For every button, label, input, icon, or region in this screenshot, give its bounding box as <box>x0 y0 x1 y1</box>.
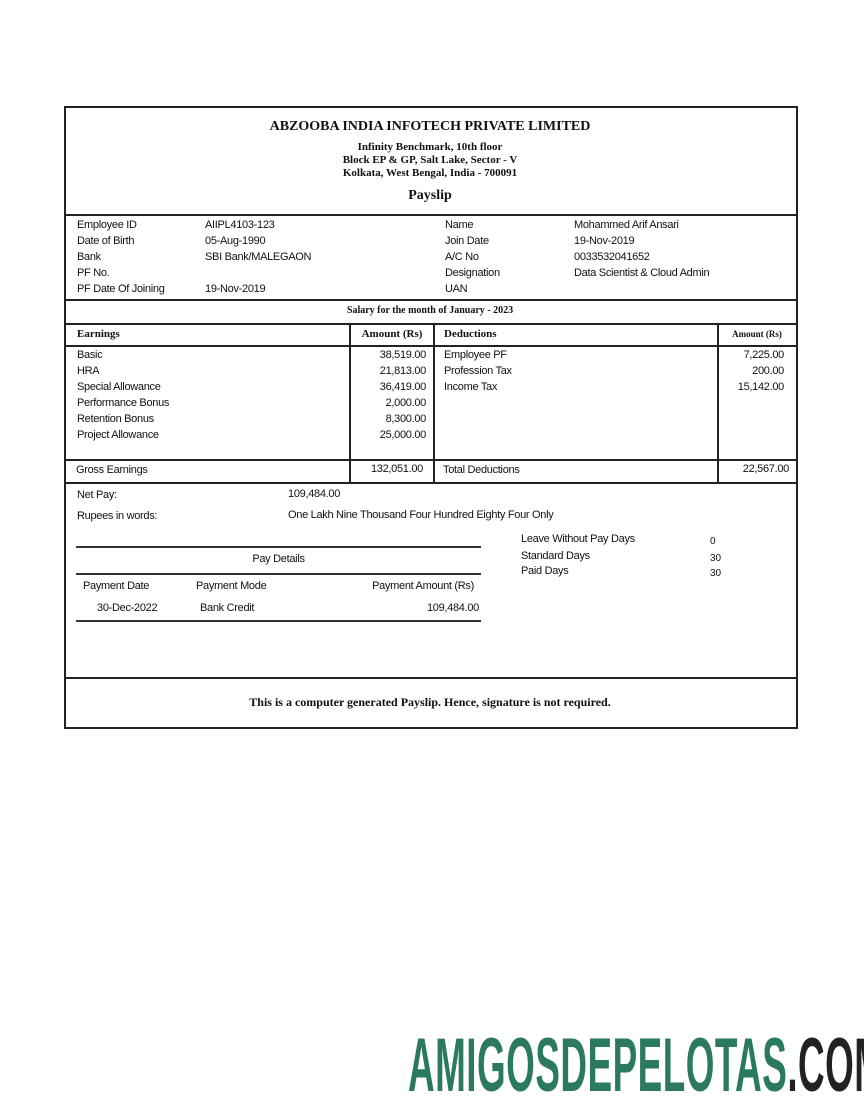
employee-field-label: Join Date <box>445 235 489 247</box>
attendance-value: 30 <box>710 568 722 579</box>
pay-details-title: Pay Details <box>252 553 305 565</box>
deduction-amount: 7,225.00 <box>743 349 785 361</box>
payment-amount-header: Payment Amount (Rs) <box>372 580 474 592</box>
deduction-amount: 200.00 <box>752 365 784 377</box>
deduction-amount: 15,142.00 <box>737 381 785 393</box>
total-deductions-label: Total Deductions <box>443 464 520 476</box>
employee-field-label: Employee ID <box>77 219 137 231</box>
rupees-in-words-label: Rupees in words: <box>77 510 158 522</box>
earning-amount: 36,419.00 <box>379 381 427 393</box>
earning-amount: 8,300.00 <box>385 413 427 425</box>
watermark-suffix: .COM <box>787 1023 864 1108</box>
earnings-header: Earnings <box>77 328 120 340</box>
divider <box>64 345 796 347</box>
net-pay-value: 109,484.00 <box>288 488 341 500</box>
employee-field-label: Designation <box>445 267 500 279</box>
earning-amount: 25,000.00 <box>379 429 427 441</box>
rule <box>76 573 481 575</box>
total-deductions-value: 22,567.00 <box>742 463 790 475</box>
payment-mode: Bank Credit <box>200 602 255 614</box>
employee-field-value: AIIPL4103-123 <box>205 219 275 231</box>
deduction-label: Income Tax <box>444 381 498 393</box>
employee-field-label: Date of Birth <box>77 235 135 247</box>
earning-label: HRA <box>77 365 100 377</box>
earning-label: Performance Bonus <box>77 397 170 409</box>
divider <box>64 482 796 484</box>
document-title: Payslip <box>408 188 452 203</box>
divider <box>349 323 351 483</box>
employee-field-value: 19-Nov-2019 <box>205 283 266 295</box>
watermark-main: AMIGOSDEPELOTAS <box>408 1023 788 1108</box>
attendance-label: Standard Days <box>521 550 590 562</box>
divider <box>64 214 796 216</box>
gross-earnings-label: Gross Earnings <box>76 464 148 476</box>
earning-amount: 2,000.00 <box>385 397 427 409</box>
employee-field-value: 05-Aug-1990 <box>205 235 266 247</box>
divider <box>717 323 719 483</box>
company-address: Block EP & GP, Salt Lake, Sector - V <box>342 154 518 166</box>
payment-date-header: Payment Date <box>83 580 150 592</box>
deduction-label: Employee PF <box>444 349 507 361</box>
company-address: Kolkata, West Bengal, India - 700091 <box>342 167 518 179</box>
footer-note: This is a computer generated Payslip. He… <box>249 695 611 709</box>
net-pay-label: Net Pay: <box>77 489 117 501</box>
payment-amount: 109,484.00 <box>426 602 479 614</box>
payslip-frame <box>64 106 798 729</box>
earning-label: Special Allowance <box>77 381 161 393</box>
employee-field-value: Mohammed Arif Ansari <box>574 219 679 231</box>
deductions-amount-header: Amount (Rs) <box>732 329 782 339</box>
attendance-value: 30 <box>710 553 722 564</box>
rule <box>76 546 481 548</box>
earning-label: Retention Bonus <box>77 413 154 425</box>
earning-amount: 38,519.00 <box>379 349 427 361</box>
earning-amount: 21,813.00 <box>379 365 427 377</box>
employee-field-value: 19-Nov-2019 <box>574 235 635 247</box>
deductions-header: Deductions <box>444 328 497 340</box>
watermark-logo: AMIGOSDEPELOTAS.COM <box>408 1028 864 1104</box>
divider <box>433 323 435 483</box>
attendance-value: 0 <box>710 536 716 547</box>
divider <box>64 459 796 461</box>
payment-date: 30-Dec-2022 <box>97 602 158 614</box>
earnings-amount-header: Amount (Rs) <box>361 328 423 340</box>
employee-field-label: A/C No <box>445 251 479 263</box>
rupees-in-words-value: One Lakh Nine Thousand Four Hundred Eigh… <box>288 509 554 521</box>
earning-label: Basic <box>77 349 103 361</box>
employee-field-label: PF No. <box>77 267 110 279</box>
divider <box>64 323 796 325</box>
attendance-label: Paid Days <box>521 565 569 577</box>
payment-mode-header: Payment Mode <box>196 580 267 592</box>
rule <box>76 620 481 622</box>
employee-field-value: Data Scientist & Cloud Admin <box>574 267 710 279</box>
deduction-label: Profession Tax <box>444 365 512 377</box>
employee-field-value: SBI Bank/MALEGAON <box>205 251 312 263</box>
employee-field-label: UAN <box>445 283 468 295</box>
employee-field-label: Bank <box>77 251 101 263</box>
employee-field-value: 0033532041652 <box>574 251 650 263</box>
company-name: ABZOOBA INDIA INFOTECH PRIVATE LIMITED <box>269 119 591 134</box>
employee-field-label: PF Date Of Joining <box>77 283 165 295</box>
divider <box>64 299 796 301</box>
company-address: Infinity Benchmark, 10th floor <box>357 141 503 153</box>
divider <box>64 677 796 679</box>
attendance-label: Leave Without Pay Days <box>521 533 635 545</box>
employee-field-label: Name <box>445 219 474 231</box>
gross-earnings-value: 132,051.00 <box>370 463 423 475</box>
salary-month: Salary for the month of January - 2023 <box>346 305 514 316</box>
earning-label: Project Allowance <box>77 429 159 441</box>
